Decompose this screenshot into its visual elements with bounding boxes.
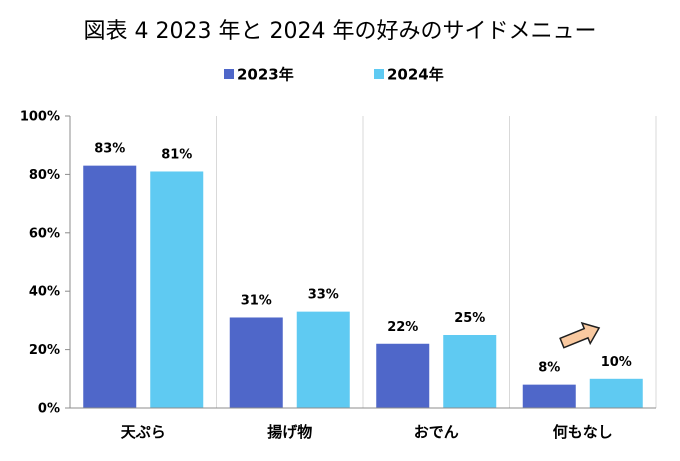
y-tick-label-0: 0% <box>38 402 60 417</box>
category-label-2: 揚げ物 <box>267 423 312 441</box>
category-label-1: 天ぷら <box>121 423 166 441</box>
y-tick-label-1: 20% <box>29 343 60 358</box>
bar-2-4 <box>589 378 643 408</box>
data-label-1-2: 31% <box>241 293 272 308</box>
legend-label-1: 2023年 <box>237 66 294 84</box>
bar-2-3 <box>443 335 497 408</box>
category-label-3: おでん <box>414 423 459 441</box>
y-axis: 0% 20% 40% 60% 80% 100% <box>20 110 71 417</box>
y-tick-label-2: 40% <box>29 285 60 300</box>
bars <box>83 165 643 408</box>
bar-2-2 <box>296 311 350 408</box>
chart-title: 図表 4 2023 年と 2024 年の好みのサイドメニュー <box>84 19 597 44</box>
data-label-2-2: 33% <box>308 288 339 303</box>
y-tick-label-4: 80% <box>29 168 60 183</box>
bar-1-3 <box>376 343 430 408</box>
legend-swatch-2 <box>374 69 384 79</box>
annotation <box>559 321 601 349</box>
category-label-4: 何もなし <box>553 423 613 441</box>
data-label-2-3: 25% <box>454 311 485 326</box>
category-separators <box>216 116 657 408</box>
bar-2-1 <box>150 171 204 408</box>
data-label-2-4: 10% <box>601 355 632 370</box>
legend-swatch-1 <box>224 69 234 79</box>
y-tick-label-5: 100% <box>20 110 60 125</box>
bar-1-1 <box>83 165 137 408</box>
data-label-1-4: 8% <box>538 361 560 376</box>
bar-1-4 <box>522 384 576 408</box>
annotation-arrow-icon <box>559 321 601 349</box>
data-label-1-3: 22% <box>387 320 418 335</box>
data-label-1-1: 83% <box>94 142 125 157</box>
legend: 2023年 2024年 <box>224 66 444 84</box>
y-tick-label-3: 60% <box>29 226 60 241</box>
x-axis: 天ぷら 揚げ物 おでん 何もなし <box>70 407 656 441</box>
bar-1-2 <box>229 317 283 408</box>
data-label-2-1: 81% <box>161 147 192 162</box>
data-labels: 83% 81% 31% 33% 22% 25% 8% 10% <box>94 142 632 376</box>
legend-label-2: 2024年 <box>387 66 444 84</box>
